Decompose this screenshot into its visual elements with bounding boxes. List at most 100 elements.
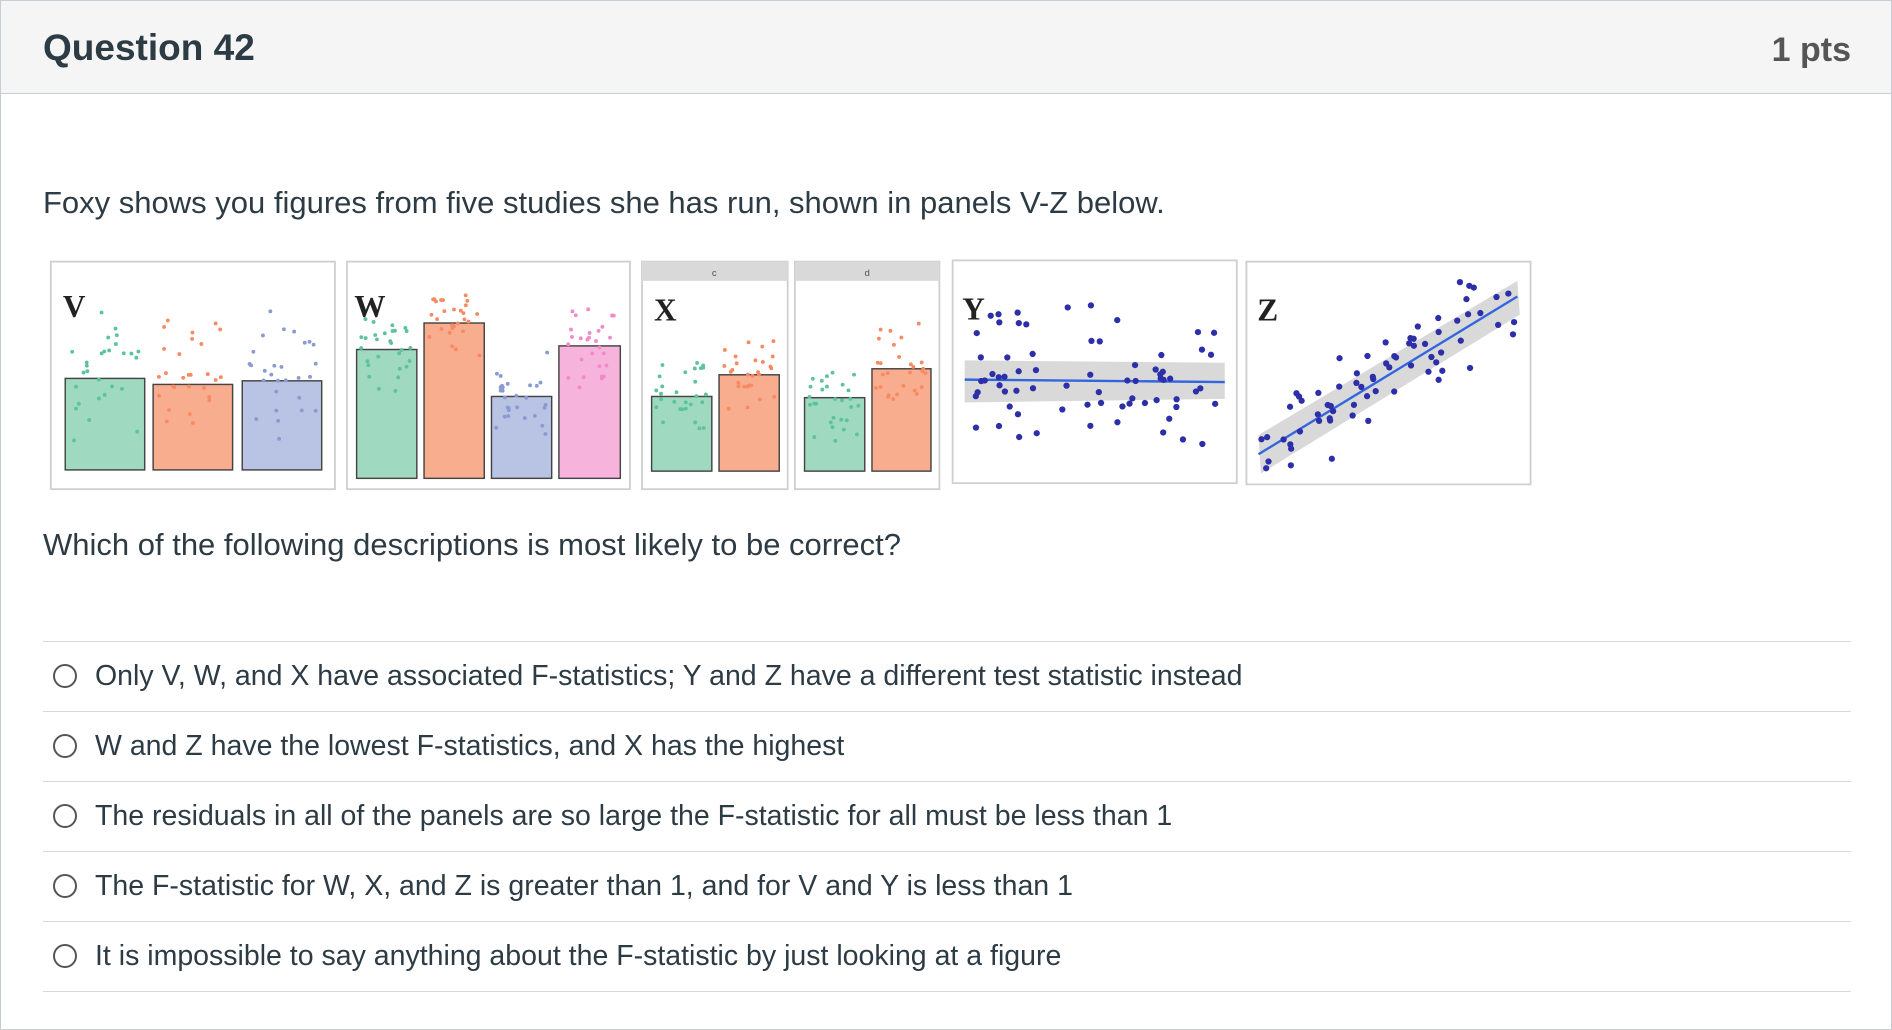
dot [1350, 401, 1358, 408]
radio-button[interactable] [53, 734, 77, 758]
dot [260, 333, 265, 338]
dot [506, 414, 511, 418]
dot [1470, 284, 1477, 291]
dot [363, 317, 368, 322]
dot [1210, 329, 1218, 336]
answer-option[interactable]: W and Z have the lowest F-statistics, an… [43, 711, 1851, 782]
dot [661, 420, 665, 425]
dot [978, 377, 985, 385]
dot [590, 351, 595, 356]
panel-label: Z [1257, 293, 1278, 328]
dot [121, 351, 126, 356]
dot [760, 344, 765, 349]
radio-button[interactable] [53, 804, 77, 828]
answer-option[interactable]: The residuals in all of the panels are s… [43, 781, 1851, 852]
bar [423, 322, 485, 480]
dot [382, 331, 387, 336]
dot [745, 405, 750, 410]
dot [76, 401, 81, 406]
answer-text[interactable]: The residuals in all of the panels are s… [95, 800, 1173, 832]
dot [1087, 302, 1095, 309]
dot [1315, 417, 1323, 424]
dot [772, 394, 777, 399]
dot [570, 335, 574, 339]
answer-option[interactable]: Only V, W, and X have associated F-stati… [43, 641, 1851, 712]
dot [279, 365, 284, 369]
dot [515, 405, 520, 410]
dot [1173, 396, 1180, 403]
dot [359, 335, 364, 340]
dot [692, 366, 697, 371]
dot [408, 346, 413, 350]
dot [262, 368, 267, 373]
dot [429, 312, 434, 317]
bar [241, 380, 323, 471]
radio-button[interactable] [53, 944, 77, 968]
confidence-band [1258, 280, 1520, 474]
dot [654, 388, 659, 393]
dot [503, 395, 507, 400]
answer-text[interactable]: It is impossible to say anything about t… [95, 940, 1062, 972]
dot [828, 420, 833, 425]
dot [995, 374, 1002, 381]
dot [1004, 354, 1011, 361]
answer-option[interactable]: The F-statistic for W, X, and Z is great… [43, 851, 1851, 922]
dot [807, 394, 812, 399]
dot [1029, 385, 1037, 392]
dot [995, 311, 1002, 318]
dot [269, 372, 274, 377]
dot [272, 363, 277, 368]
dot [367, 374, 372, 379]
dot [307, 339, 312, 344]
radio-button[interactable] [53, 664, 77, 688]
dot [397, 366, 402, 371]
dot [768, 364, 773, 369]
dot [1439, 367, 1446, 374]
dot [494, 425, 499, 430]
dot [156, 374, 161, 379]
dot [1087, 371, 1094, 378]
dot [396, 375, 401, 380]
dot [299, 408, 304, 413]
dot [1293, 390, 1300, 397]
dot [733, 354, 738, 359]
dot [96, 377, 101, 382]
question-header: Question 42 1 pts [1, 1, 1891, 94]
dot [1494, 321, 1502, 329]
dot [1160, 429, 1167, 436]
dot [528, 383, 532, 388]
dot [1016, 433, 1023, 441]
answer-text[interactable]: Only V, W, and X have associated F-stati… [95, 660, 1243, 692]
dot [912, 388, 917, 393]
dot [736, 384, 741, 389]
dot [207, 398, 212, 403]
dot [1410, 342, 1417, 349]
dot [1023, 321, 1030, 328]
dot [745, 384, 750, 389]
dot [292, 329, 297, 334]
dot [891, 342, 896, 347]
dot [1153, 396, 1160, 404]
dot [393, 389, 398, 393]
dot [84, 363, 89, 368]
dot [186, 372, 191, 377]
dot [393, 328, 397, 333]
dot [1166, 415, 1173, 422]
dot [700, 400, 705, 405]
dot [674, 390, 679, 395]
dot [1001, 388, 1009, 395]
dot [1129, 395, 1136, 402]
dot [388, 339, 393, 344]
dot [1131, 361, 1139, 369]
dot [308, 374, 312, 379]
dot [453, 347, 458, 352]
dot [914, 392, 919, 396]
dot [261, 378, 266, 383]
radio-button[interactable] [53, 874, 77, 898]
dot [996, 382, 1003, 389]
answer-text[interactable]: The F-statistic for W, X, and Z is great… [95, 870, 1073, 902]
dot [74, 406, 78, 411]
answer-text[interactable]: W and Z have the lowest F-statistics, an… [95, 730, 845, 762]
dot [110, 384, 114, 389]
answer-option[interactable]: It is impossible to say anything about t… [43, 921, 1851, 992]
